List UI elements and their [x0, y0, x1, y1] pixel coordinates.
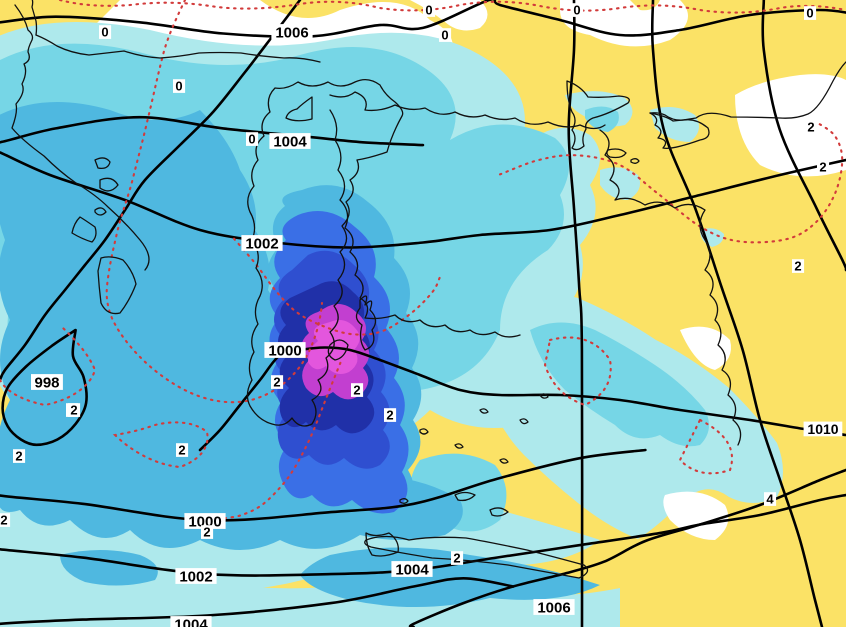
svg-text:2: 2	[70, 403, 77, 418]
svg-text:2: 2	[353, 383, 360, 398]
svg-text:1000: 1000	[268, 342, 301, 359]
svg-text:1006: 1006	[275, 24, 308, 41]
svg-text:1002: 1002	[179, 568, 212, 585]
svg-text:0: 0	[573, 3, 580, 18]
svg-text:1002: 1002	[245, 235, 278, 252]
svg-text:1006: 1006	[537, 599, 570, 616]
svg-text:2: 2	[15, 449, 22, 464]
svg-text:0: 0	[441, 28, 448, 43]
svg-text:998: 998	[34, 374, 59, 391]
svg-text:4: 4	[766, 492, 774, 507]
svg-text:0: 0	[101, 25, 108, 40]
svg-text:2: 2	[203, 525, 210, 540]
svg-text:2: 2	[794, 259, 801, 274]
svg-text:2: 2	[453, 551, 460, 566]
svg-text:1004: 1004	[174, 616, 208, 627]
svg-text:2: 2	[819, 160, 826, 175]
svg-text:1010: 1010	[807, 421, 838, 437]
svg-text:2: 2	[273, 375, 280, 390]
svg-text:1004: 1004	[395, 561, 429, 578]
svg-text:0: 0	[806, 6, 813, 21]
svg-text:1004: 1004	[273, 133, 307, 150]
svg-text:2: 2	[178, 443, 185, 458]
svg-text:0: 0	[248, 132, 255, 147]
svg-text:2: 2	[386, 408, 393, 423]
svg-text:2: 2	[0, 513, 7, 528]
svg-text:0: 0	[175, 79, 182, 94]
svg-text:0: 0	[425, 3, 432, 18]
svg-text:2: 2	[807, 120, 814, 135]
